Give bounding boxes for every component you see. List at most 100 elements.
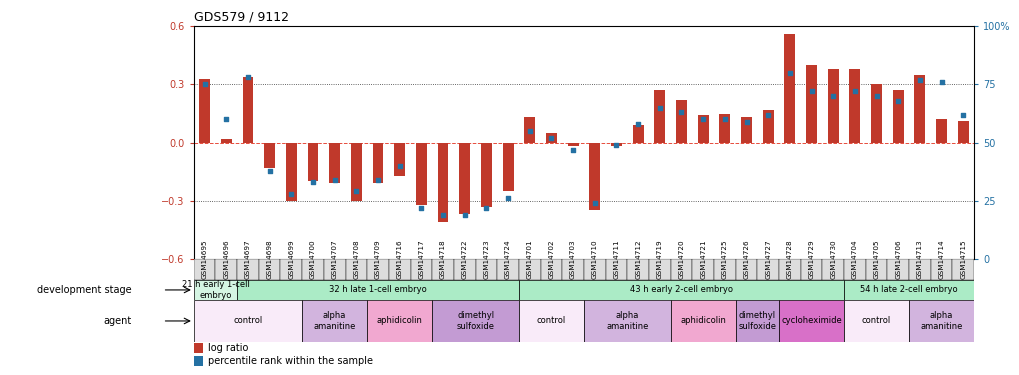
Text: GSM14704: GSM14704 [851,240,857,279]
Bar [821,259,843,280]
Text: GSM14700: GSM14700 [310,240,316,279]
Text: GSM14724: GSM14724 [504,240,511,279]
Bar [735,259,756,280]
Bar [496,259,519,280]
Bar [345,259,367,280]
Bar [519,259,540,280]
Bar [540,259,561,280]
Bar [524,117,535,142]
Text: GSM14699: GSM14699 [288,240,294,279]
Point [543,135,559,141]
Point [326,177,342,183]
Point [283,191,300,197]
Bar [432,300,519,342]
Point [261,168,277,174]
Point [890,98,906,104]
Text: control: control [233,316,262,326]
Text: dimethyl
sulfoxide: dimethyl sulfoxide [738,311,775,331]
Bar [589,142,599,210]
Text: GSM14729: GSM14729 [808,240,814,279]
Text: log ratio: log ratio [208,344,248,353]
Point [607,142,624,148]
Text: GSM14718: GSM14718 [439,240,445,279]
Point [954,112,970,118]
Bar [843,259,865,280]
Bar [692,259,713,280]
Bar [957,121,968,142]
Text: 54 h late 2-cell embryo: 54 h late 2-cell embryo [859,285,957,294]
Point [738,118,754,124]
Text: 43 h early 2-cell embryo: 43 h early 2-cell embryo [630,285,733,294]
Bar [610,142,622,147]
Text: GSM14721: GSM14721 [699,240,705,279]
Text: alpha
amanitine: alpha amanitine [605,311,648,331]
Bar [388,259,410,280]
Bar [718,114,730,142]
Point [218,116,234,122]
Text: GSM14722: GSM14722 [462,240,468,279]
Bar [194,280,236,300]
Bar [654,90,664,142]
Point [716,116,733,122]
Bar [194,300,302,342]
Bar [410,259,432,280]
Text: agent: agent [103,316,131,326]
Bar [827,69,838,142]
Bar [437,142,448,222]
Bar [351,142,362,201]
Bar [914,75,924,142]
Bar [259,259,280,280]
Point [586,200,602,206]
Text: GSM14730: GSM14730 [829,240,836,279]
Point [239,74,256,81]
Bar [199,79,210,142]
Point [391,163,408,169]
Bar [519,280,843,300]
Point [911,77,927,83]
Point [846,88,862,94]
Text: GSM14701: GSM14701 [526,240,532,279]
Bar [416,142,426,205]
Text: GSM14702: GSM14702 [548,240,554,279]
Bar [194,344,203,353]
Text: GSM14703: GSM14703 [570,240,576,279]
Bar [453,259,475,280]
Bar [741,117,751,142]
Bar [194,356,203,366]
Point [197,81,213,87]
Point [694,116,710,122]
Bar [545,133,556,142]
Text: GSM14713: GSM14713 [916,240,922,279]
Bar [264,142,275,168]
Bar [669,259,692,280]
Text: GSM14714: GSM14714 [937,240,944,279]
Bar [215,259,236,280]
Point [565,147,581,153]
Bar [805,65,816,142]
Point [499,195,516,201]
Bar [285,142,297,201]
Text: GSM14719: GSM14719 [656,240,662,279]
Bar [952,259,973,280]
Point [370,177,386,183]
Text: GSM14726: GSM14726 [743,240,749,279]
Text: control: control [536,316,566,326]
Point [932,79,949,85]
Bar [221,139,231,142]
Text: 21 h early 1-cell
embryο: 21 h early 1-cell embryο [181,280,250,300]
Point [803,88,819,94]
Bar [870,84,881,142]
Bar [519,300,583,342]
Point [478,205,494,211]
Bar [648,259,669,280]
Bar [632,125,643,142]
Bar [236,280,519,300]
Bar [735,300,779,342]
Point [673,110,689,116]
Bar [561,259,583,280]
Text: GSM14715: GSM14715 [959,240,965,279]
Bar [372,142,383,183]
Text: GSM14698: GSM14698 [266,240,272,279]
Text: GSM14723: GSM14723 [483,240,489,279]
Bar [779,259,800,280]
